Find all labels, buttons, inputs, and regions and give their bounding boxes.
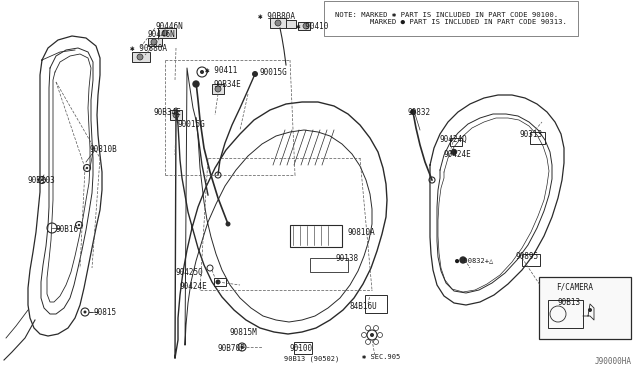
Circle shape [275,20,281,26]
Circle shape [303,23,309,29]
Text: J90000HA: J90000HA [595,357,632,366]
Circle shape [137,54,143,60]
Circle shape [216,279,221,285]
Circle shape [460,257,466,263]
Bar [530,132,545,144]
Text: 90015G: 90015G [259,68,287,77]
Circle shape [151,39,157,45]
Bar [522,254,540,266]
Text: 90B16: 90B16 [56,225,79,234]
Bar [310,258,348,272]
Bar [214,278,226,286]
Bar [148,38,162,46]
Bar [270,18,286,28]
Text: 90446N: 90446N [156,22,184,31]
Text: ✱ 90880A: ✱ 90880A [130,44,167,53]
Circle shape [83,311,86,314]
Text: 90B13: 90B13 [558,298,581,307]
Text: ✱ 90410: ✱ 90410 [296,22,328,31]
Circle shape [241,346,243,349]
Bar [286,20,296,28]
Circle shape [162,30,168,36]
Bar [170,110,182,120]
Text: ✱ SEC.905: ✱ SEC.905 [362,354,400,360]
Text: 90015G: 90015G [177,120,205,129]
Bar [290,225,342,247]
Text: 90815M: 90815M [230,328,258,337]
Circle shape [193,81,199,87]
Circle shape [78,224,80,226]
Text: ● 90832+△: ● 90832+△ [455,257,493,263]
Text: 90810A: 90810A [348,228,376,237]
Text: 90424E: 90424E [444,150,472,159]
Circle shape [370,333,374,337]
Text: ✱ 90411: ✱ 90411 [205,66,237,75]
Circle shape [200,70,204,74]
Text: 90810B: 90810B [90,145,118,154]
Bar [298,22,310,30]
Text: 90832: 90832 [408,108,431,117]
Bar [294,342,312,354]
Circle shape [173,112,179,118]
Text: 90B34E: 90B34E [154,108,182,117]
Text: 90100: 90100 [290,344,313,353]
Text: 84B16U: 84B16U [350,302,378,311]
Text: 90424Q: 90424Q [440,135,468,144]
Text: 90815: 90815 [93,308,116,317]
Circle shape [86,167,88,169]
Text: 90B103: 90B103 [28,176,56,185]
Bar [212,84,224,94]
Circle shape [451,150,456,154]
Text: ✱ 90B80A: ✱ 90B80A [258,12,295,21]
Text: NOTE: MARKED ✱ PART IS INCLUDED IN PART CODE 90100.
        MARKED ● PART IS INC: NOTE: MARKED ✱ PART IS INCLUDED IN PART … [335,12,567,25]
Text: 90B34E: 90B34E [214,80,242,89]
Circle shape [588,308,592,312]
Bar [132,52,150,62]
Text: 90B70P: 90B70P [218,344,246,353]
Text: 90B13 (90502): 90B13 (90502) [284,356,339,362]
Circle shape [41,179,44,181]
Circle shape [410,109,416,115]
Text: 90138: 90138 [336,254,359,263]
Text: 90446N: 90446N [148,30,176,39]
Circle shape [252,71,258,77]
Text: 90424E: 90424E [179,282,207,291]
Text: 90895: 90895 [516,252,539,261]
Bar [548,300,583,328]
Text: 90313: 90313 [520,130,543,139]
Circle shape [225,221,230,227]
Circle shape [215,86,221,92]
Bar [158,28,176,38]
Bar [450,138,462,146]
Text: 90425Q: 90425Q [175,268,203,277]
FancyBboxPatch shape [539,277,631,339]
Text: F/CAMERA: F/CAMERA [556,283,593,292]
Bar [365,295,387,313]
